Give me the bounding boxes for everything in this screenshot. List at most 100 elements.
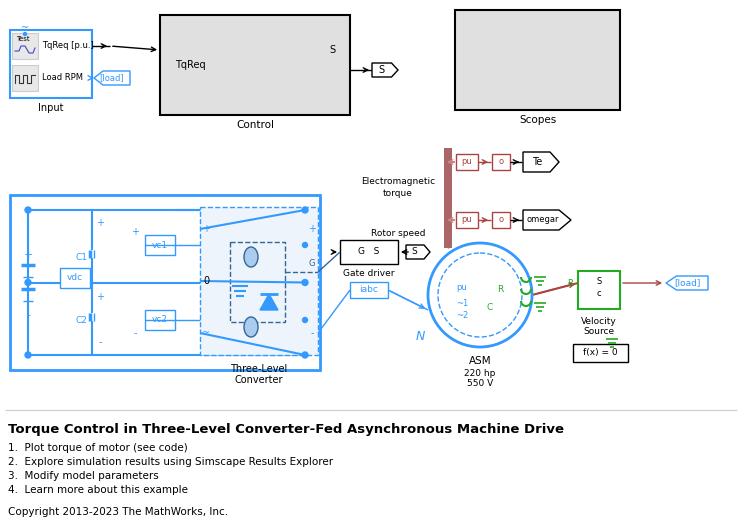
Bar bbox=[456, 154, 478, 170]
Bar bbox=[340, 240, 398, 264]
Text: 1.  Plot torque of motor (see code): 1. Plot torque of motor (see code) bbox=[8, 443, 188, 453]
Text: C: C bbox=[487, 302, 493, 311]
Circle shape bbox=[428, 243, 532, 347]
Circle shape bbox=[303, 243, 307, 247]
Text: vc1: vc1 bbox=[152, 241, 168, 249]
Text: Torque Control in Three-Level Converter-Fed Asynchronous Machine Drive: Torque Control in Three-Level Converter-… bbox=[8, 423, 564, 436]
Text: G: G bbox=[309, 259, 315, 268]
Circle shape bbox=[302, 207, 308, 213]
Text: R: R bbox=[567, 278, 573, 288]
Text: pu: pu bbox=[456, 282, 467, 291]
Text: S: S bbox=[411, 247, 417, 257]
Bar bbox=[10, 30, 92, 98]
Text: ~2: ~2 bbox=[456, 311, 468, 320]
Text: Te: Te bbox=[532, 157, 542, 167]
Bar bbox=[145, 235, 175, 255]
Polygon shape bbox=[372, 63, 398, 77]
Text: Rotor speed: Rotor speed bbox=[371, 230, 425, 238]
Polygon shape bbox=[94, 71, 130, 85]
Text: Copyright 2013-2023 The MathWorks, Inc.: Copyright 2013-2023 The MathWorks, Inc. bbox=[8, 507, 228, 517]
Bar bbox=[455, 10, 620, 110]
Text: +: + bbox=[131, 227, 139, 237]
Bar bbox=[578, 271, 620, 309]
Bar bbox=[492, 212, 510, 228]
Ellipse shape bbox=[244, 247, 258, 267]
Bar bbox=[60, 267, 90, 288]
Text: -: - bbox=[98, 337, 102, 347]
Text: pu: pu bbox=[462, 215, 473, 224]
Bar bbox=[456, 212, 478, 228]
Text: ASM: ASM bbox=[469, 356, 491, 366]
Text: pu: pu bbox=[462, 158, 473, 167]
Text: +: + bbox=[96, 292, 104, 302]
Polygon shape bbox=[523, 210, 571, 230]
Text: 3.  Modify model parameters: 3. Modify model parameters bbox=[8, 471, 159, 481]
Text: 4.  Learn more about this example: 4. Learn more about this example bbox=[8, 485, 188, 495]
Text: Velocity: Velocity bbox=[581, 316, 617, 325]
Circle shape bbox=[25, 207, 31, 213]
Bar bbox=[12, 65, 38, 91]
Text: S: S bbox=[329, 45, 335, 55]
Text: -: - bbox=[310, 328, 314, 338]
Text: +: + bbox=[202, 224, 210, 234]
Text: c: c bbox=[597, 289, 601, 298]
Text: -: - bbox=[134, 328, 137, 338]
Circle shape bbox=[303, 318, 307, 322]
Text: 2.  Explore simulation results using Simscape Results Explorer: 2. Explore simulation results using Sims… bbox=[8, 457, 333, 467]
Ellipse shape bbox=[244, 317, 258, 337]
Bar bbox=[230, 242, 285, 322]
Text: Source: Source bbox=[583, 328, 614, 336]
Text: +: + bbox=[23, 250, 33, 260]
Text: Gate driver: Gate driver bbox=[344, 269, 395, 278]
Polygon shape bbox=[260, 294, 278, 310]
Bar bbox=[573, 344, 628, 362]
Text: [load]: [load] bbox=[674, 278, 700, 288]
Text: +: + bbox=[308, 224, 316, 234]
Text: R: R bbox=[497, 286, 503, 294]
Text: Electromagnetic: Electromagnetic bbox=[361, 178, 435, 187]
Text: S: S bbox=[378, 65, 384, 75]
Text: TqReq: TqReq bbox=[175, 60, 206, 70]
Text: -: - bbox=[26, 310, 30, 320]
Text: o: o bbox=[499, 215, 504, 224]
Text: C1: C1 bbox=[75, 254, 87, 263]
Text: ~: ~ bbox=[202, 328, 210, 338]
Circle shape bbox=[302, 352, 308, 358]
Bar bbox=[145, 310, 175, 330]
Text: S: S bbox=[597, 277, 602, 286]
Text: o: o bbox=[499, 158, 504, 167]
Text: 220 hp: 220 hp bbox=[464, 368, 496, 377]
Text: Load RPM: Load RPM bbox=[42, 73, 83, 82]
Text: +: + bbox=[96, 218, 104, 228]
Circle shape bbox=[25, 279, 31, 286]
Text: f(x) = 0: f(x) = 0 bbox=[582, 348, 617, 357]
Bar bbox=[444, 148, 452, 248]
Text: Converter: Converter bbox=[234, 375, 283, 385]
Text: C2: C2 bbox=[75, 316, 87, 325]
Polygon shape bbox=[523, 152, 559, 172]
Text: 550 V: 550 V bbox=[467, 379, 493, 388]
Polygon shape bbox=[666, 276, 708, 290]
Text: N: N bbox=[416, 331, 424, 344]
Polygon shape bbox=[406, 245, 430, 259]
Text: torque: torque bbox=[383, 189, 413, 198]
Text: TqReq [p.u.]: TqReq [p.u.] bbox=[42, 41, 93, 50]
Bar bbox=[492, 154, 510, 170]
Text: [load]: [load] bbox=[99, 73, 125, 82]
Text: Test: Test bbox=[16, 36, 30, 42]
Bar bbox=[200, 207, 318, 355]
Bar bbox=[10, 195, 320, 370]
Text: 0: 0 bbox=[203, 276, 209, 286]
Text: ~1: ~1 bbox=[456, 299, 468, 308]
Text: Three-Level: Three-Level bbox=[230, 364, 288, 374]
Text: iabc: iabc bbox=[360, 286, 378, 294]
Circle shape bbox=[24, 32, 27, 36]
Text: G   S: G S bbox=[358, 247, 380, 257]
Text: Control: Control bbox=[236, 120, 274, 130]
Circle shape bbox=[302, 279, 308, 286]
Text: Input: Input bbox=[39, 103, 64, 113]
Bar bbox=[12, 33, 38, 59]
Circle shape bbox=[438, 253, 522, 337]
Text: ~: ~ bbox=[21, 23, 29, 33]
Bar bbox=[160, 15, 350, 115]
